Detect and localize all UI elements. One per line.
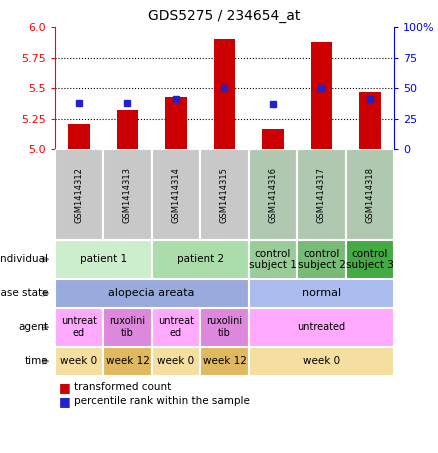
Text: GSM1414315: GSM1414315	[220, 167, 229, 223]
Bar	[68, 124, 90, 149]
Bar	[200, 308, 249, 347]
Text: percentile rank within the sample: percentile rank within the sample	[74, 396, 251, 406]
Bar	[346, 240, 394, 279]
Text: agent: agent	[18, 322, 48, 333]
Text: GSM1414312: GSM1414312	[74, 167, 84, 223]
Bar	[249, 279, 394, 308]
Bar	[200, 347, 249, 376]
Text: control
subject 1: control subject 1	[249, 249, 297, 270]
Text: individual: individual	[0, 254, 48, 265]
Text: patient 2: patient 2	[177, 254, 224, 265]
Text: GSM1414318: GSM1414318	[365, 167, 374, 223]
Text: ■: ■	[59, 395, 71, 408]
Bar	[55, 347, 103, 376]
Bar	[152, 347, 200, 376]
Text: untreat
ed: untreat ed	[61, 317, 97, 338]
Text: untreat
ed: untreat ed	[158, 317, 194, 338]
Text: patient 1: patient 1	[80, 254, 127, 265]
Bar	[249, 347, 394, 376]
Text: week 12: week 12	[202, 356, 247, 366]
Bar	[359, 92, 381, 149]
Text: week 0: week 0	[60, 356, 98, 366]
Bar	[249, 240, 297, 279]
Text: normal: normal	[302, 288, 341, 299]
Text: time: time	[25, 356, 48, 366]
Text: week 0: week 0	[303, 356, 340, 366]
Text: week 12: week 12	[106, 356, 149, 366]
Text: GSM1414316: GSM1414316	[268, 167, 277, 223]
Bar	[249, 308, 394, 347]
Bar	[262, 129, 284, 149]
Bar	[297, 149, 346, 240]
Bar	[297, 240, 346, 279]
Text: transformed count: transformed count	[74, 382, 172, 392]
Text: week 0: week 0	[157, 356, 194, 366]
Bar	[346, 149, 394, 240]
Text: control
subject 3: control subject 3	[346, 249, 394, 270]
Bar	[200, 149, 249, 240]
Bar	[311, 42, 332, 149]
Text: GSM1414317: GSM1414317	[317, 167, 326, 223]
Bar	[249, 149, 297, 240]
Text: GSM1414313: GSM1414313	[123, 167, 132, 223]
Text: ruxolini
tib: ruxolini tib	[206, 317, 243, 338]
Bar	[103, 308, 152, 347]
Text: untreated: untreated	[297, 322, 346, 333]
Bar	[214, 39, 235, 149]
Bar	[55, 240, 152, 279]
Text: alopecia areata: alopecia areata	[109, 288, 195, 299]
Bar	[103, 347, 152, 376]
Text: ruxolini
tib: ruxolini tib	[110, 317, 145, 338]
Text: disease state: disease state	[0, 288, 48, 299]
Bar	[55, 308, 103, 347]
Bar	[55, 149, 103, 240]
Bar	[152, 149, 200, 240]
Text: ■: ■	[59, 381, 71, 394]
Text: control
subject 2: control subject 2	[297, 249, 346, 270]
Bar	[152, 240, 249, 279]
Bar	[117, 111, 138, 149]
Title: GDS5275 / 234654_at: GDS5275 / 234654_at	[148, 10, 300, 24]
Bar	[55, 279, 249, 308]
Bar	[152, 308, 200, 347]
Bar	[103, 149, 152, 240]
Bar	[165, 97, 187, 149]
Text: GSM1414314: GSM1414314	[172, 167, 180, 223]
